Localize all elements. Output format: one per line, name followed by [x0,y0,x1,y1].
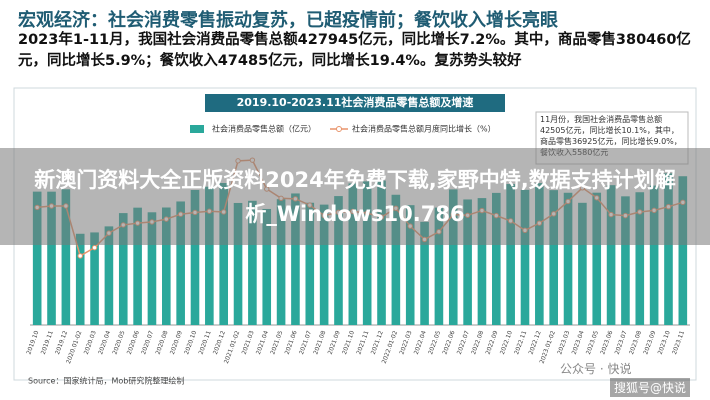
bar [405,205,415,325]
bar [262,208,272,325]
bar [506,184,515,325]
bar [535,183,544,325]
bar [334,196,343,325]
line-marker [77,253,83,259]
bar [219,183,228,325]
bar [434,207,444,325]
bar [32,191,42,325]
bar [75,233,85,325]
bar [233,202,243,325]
bar [592,192,602,325]
overlay-text: 新澳门资料大全正版资料2024年免费下载,家野中特,数据支持计划解析_Windo… [34,167,676,226]
bar [477,198,487,325]
header-summary: 2023年1-11月，我国社会消费品零售总额427945亿元，同比增长7.2%。… [18,32,691,69]
bar [319,204,329,325]
bar [492,192,501,325]
bar [678,176,688,325]
bar [205,186,214,325]
bar [176,201,185,325]
bar [291,193,300,325]
bar [118,213,128,325]
bar [162,207,171,325]
watermark: 公众号 · 快说 [560,362,632,376]
bar [549,190,558,325]
bar [348,183,358,325]
bar [563,192,573,325]
bar [606,185,616,325]
bar [377,180,386,325]
bar [190,189,200,325]
bar [463,199,472,325]
bar [47,191,56,325]
bar [104,226,114,325]
bar [621,196,630,325]
overlay-banner: 新澳门资料大全正版资料2024年免费下载,家野中特,数据支持计划解析_Windo… [0,148,710,245]
chart-title-band [205,94,505,112]
legend-swatch [190,125,204,133]
legend-label: 社会消费品零售总额月度同比增长（%） [352,124,496,134]
bar [664,173,673,325]
bar [391,194,401,325]
bar [276,199,286,325]
source: Source：国家统计局，Mob研究院整理绘制 [28,376,184,386]
legend-marker [336,126,342,132]
bar [635,192,645,325]
watermark: 搜狐号@快说 [610,378,691,397]
chart-title: 2019.10-2023.11社会消费品零售总额及增速 [237,95,474,109]
bar [248,200,257,325]
bar [448,189,458,325]
bar [305,202,315,325]
header-title: 宏观经济：社会消费零售振动复苏，已超疫情前；餐饮收入增长亮眼 [18,10,558,31]
bar [520,189,530,325]
bar [420,221,429,325]
bar [147,212,157,325]
line-marker [91,244,98,251]
bar [133,207,142,325]
bar [362,181,372,325]
bar [90,232,99,325]
bar [578,202,587,325]
bar [649,185,659,325]
legend-label: 社会消费品零售总额（亿元） [212,124,316,134]
bar [61,189,71,325]
